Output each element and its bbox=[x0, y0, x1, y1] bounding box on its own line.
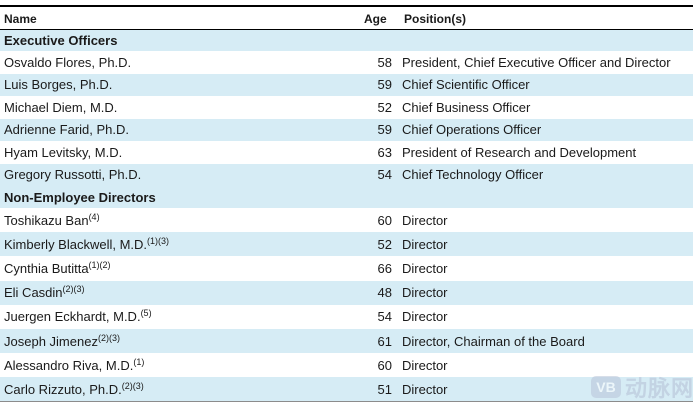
person-name: Michael Diem, M.D. bbox=[4, 99, 118, 115]
person-name: Hyam Levitsky, M.D. bbox=[4, 144, 123, 160]
cell-name: Alessandro Riva, M.D.(1) bbox=[0, 353, 364, 377]
cell-name: Juergen Eckhardt, M.D.(5) bbox=[0, 305, 364, 329]
cell-age: 61 bbox=[377, 333, 392, 349]
footnote-ref: (2)(3) bbox=[121, 380, 144, 391]
table-row: Alessandro Riva, M.D.(1) 60 Director bbox=[0, 353, 693, 377]
footnote-ref: (1)(3) bbox=[147, 235, 170, 246]
table-body: Executive Officers Osvaldo Flores, Ph.D. 5… bbox=[0, 29, 693, 403]
person-name: Toshikazu Ban bbox=[4, 212, 89, 228]
cell-age: 54 bbox=[377, 309, 392, 325]
table-row: Hyam Levitsky, M.D. 63 President of Resear… bbox=[0, 141, 693, 164]
watermark: VB 动脉网 bbox=[590, 371, 694, 403]
cell-name: Hyam Levitsky, M.D. bbox=[0, 141, 364, 164]
person-name: Joseph Jimenez bbox=[4, 333, 98, 349]
person-name: Luis Borges, Ph.D. bbox=[4, 77, 113, 93]
table-row: Joseph Jimenez(2)(3) 61 Director, Chairman… bbox=[0, 328, 693, 354]
section-header-row: Non-Employee Directors bbox=[0, 186, 693, 208]
table-row: Osvaldo Flores, Ph.D. 58 President, Chief … bbox=[0, 51, 693, 74]
cell-position: Director bbox=[402, 357, 448, 373]
management-table: Name Age Position(s) Executive Officers O… bbox=[0, 5, 693, 403]
cell-position: Chief Operations Officer bbox=[402, 122, 542, 138]
watermark-logo: VB bbox=[590, 376, 621, 398]
section-title: Non-Employee Directors bbox=[4, 189, 156, 205]
person-name: Juergen Eckhardt, M.D. bbox=[4, 309, 141, 325]
watermark-text: 动脉网 bbox=[624, 377, 694, 402]
cell-age: 54 bbox=[377, 167, 392, 183]
cell-position: Director bbox=[402, 212, 448, 228]
table-row: Michael Diem, M.D. 52 Chief Business Offic… bbox=[0, 96, 693, 119]
footnote-ref: (2)(3) bbox=[62, 284, 85, 295]
cell-age: 48 bbox=[377, 285, 392, 301]
table-row: Kimberly Blackwell, M.D.(1)(3) 52 Director bbox=[0, 232, 693, 257]
cell-name: Adrienne Farid, Ph.D. bbox=[0, 119, 364, 142]
cell-name: Cynthia Butitta(1)(2) bbox=[0, 256, 364, 280]
cell-age: 52 bbox=[377, 236, 392, 252]
cell-name: Osvaldo Flores, Ph.D. bbox=[0, 51, 364, 74]
cell-age: 60 bbox=[377, 212, 392, 228]
footnote-ref: (5) bbox=[140, 308, 152, 319]
header-name: Name bbox=[0, 5, 364, 30]
cell-age: 66 bbox=[377, 260, 392, 276]
table-row: Eli Casdin(2)(3) 48 Director bbox=[0, 280, 693, 305]
cell-age: 51 bbox=[364, 377, 400, 403]
table-row: Adrienne Farid, Ph.D. 59 Chief Operations … bbox=[0, 118, 693, 142]
person-name: Eli Casdin bbox=[4, 285, 63, 301]
person-name: Osvaldo Flores, Ph.D. bbox=[4, 54, 132, 70]
cell-position: President, Chief Executive Officer and D… bbox=[402, 54, 671, 70]
cell-name: Toshikazu Ban(4) bbox=[0, 208, 364, 232]
cell-name: Gregory Russotti, Ph.D. bbox=[0, 164, 364, 187]
cell-name: Eli Casdin(2)(3) bbox=[0, 281, 364, 305]
cell-age: 63 bbox=[377, 144, 392, 160]
cell-name: Kimberly Blackwell, M.D.(1)(3) bbox=[0, 232, 364, 256]
cell-position: Director bbox=[402, 260, 448, 276]
cell-age: 60 bbox=[377, 357, 392, 373]
section-title: Executive Officers bbox=[4, 32, 118, 48]
cell-position: Chief Technology Officer bbox=[402, 167, 544, 183]
table-row: Gregory Russotti, Ph.D. 54 Chief Technolog… bbox=[0, 163, 693, 187]
table-row: Luis Borges, Ph.D. 59 Chief Scientific Off… bbox=[0, 73, 693, 97]
person-name: Carlo Rizzuto, Ph.D. bbox=[4, 381, 122, 397]
section-header-row: Executive Officers bbox=[0, 29, 693, 51]
person-name: Kimberly Blackwell, M.D. bbox=[4, 236, 148, 252]
cell-name: Joseph Jimenez(2)(3) bbox=[0, 329, 364, 353]
cell-name: Michael Diem, M.D. bbox=[0, 96, 364, 119]
cell-age: 58 bbox=[377, 54, 392, 70]
table-row: Juergen Eckhardt, M.D.(5) 54 Director bbox=[0, 305, 693, 329]
cell-position: Director bbox=[400, 377, 693, 403]
cell-position: Director bbox=[402, 285, 448, 301]
header-age: Age bbox=[364, 5, 400, 30]
footnote-ref: (1) bbox=[133, 356, 145, 367]
cell-position: President of Research and Development bbox=[402, 144, 637, 160]
cell-position: Director, Chairman of the Board bbox=[402, 333, 585, 349]
cell-name: Carlo Rizzuto, Ph.D.(2)(3) bbox=[0, 377, 364, 403]
cell-position: Chief Scientific Officer bbox=[402, 77, 530, 93]
table-row: Carlo Rizzuto, Ph.D.(2)(3) 51 Director bbox=[0, 377, 693, 403]
cell-position: Director bbox=[402, 309, 448, 325]
cell-position: Director bbox=[402, 236, 448, 252]
footnote-ref: (4) bbox=[88, 211, 100, 222]
cell-age: 59 bbox=[377, 122, 392, 138]
table-row: Toshikazu Ban(4) 60 Director bbox=[0, 208, 693, 232]
person-name: Alessandro Riva, M.D. bbox=[4, 357, 134, 373]
person-name: Adrienne Farid, Ph.D. bbox=[4, 122, 130, 138]
cell-age: 59 bbox=[377, 77, 392, 93]
footnote-ref: (1)(2) bbox=[88, 259, 111, 270]
cell-position: Chief Business Officer bbox=[402, 99, 531, 115]
cell-age: 52 bbox=[377, 99, 392, 115]
header-row: Name Age Position(s) bbox=[0, 5, 693, 30]
footnote-ref: (2)(3) bbox=[97, 332, 120, 343]
cell-name: Luis Borges, Ph.D. bbox=[0, 74, 364, 97]
person-name: Gregory Russotti, Ph.D. bbox=[4, 167, 142, 183]
person-name: Cynthia Butitta bbox=[4, 260, 89, 276]
table-row: Cynthia Butitta(1)(2) 66 Director bbox=[0, 256, 693, 280]
header-position: Position(s) bbox=[400, 5, 693, 30]
